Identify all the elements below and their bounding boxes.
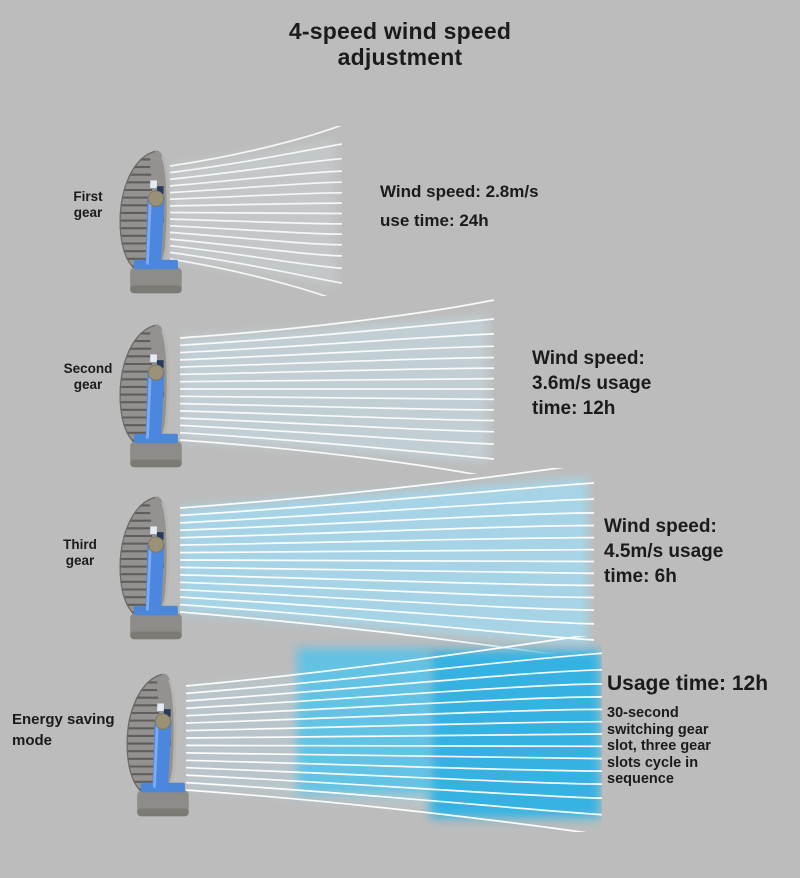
mode-description-third-gear: Wind speed: 4.5m/s usage time: 6h [604,516,724,587]
mode-description-second-gear: Wind speed: 3.6m/s usage time: 12h [532,348,652,419]
mode-label-first-gear: First gear [73,189,103,220]
mode-label-energy-saving: Energy saving mode [12,711,115,749]
mode-heading-energy-saving: Usage time: 12h [607,672,769,695]
wind-stream-first-gear [170,126,342,296]
fan-icon [112,146,198,298]
wind-stream-energy-saving [186,636,602,832]
page-title: 4-speed wind speed adjustment [288,18,512,70]
wind-stream-third-gear [180,468,594,654]
mode-label-second-gear: Second gear [63,361,113,392]
mode-description-first-gear: Wind speed: 2.8m/s use time: 24h [380,182,539,230]
fan-icon [112,320,198,472]
mode-label-third-gear: Third gear [63,537,97,568]
wind-stream-second-gear [180,299,494,474]
mode-description-energy-saving: 30-second switching gear slot, three gea… [607,705,711,787]
